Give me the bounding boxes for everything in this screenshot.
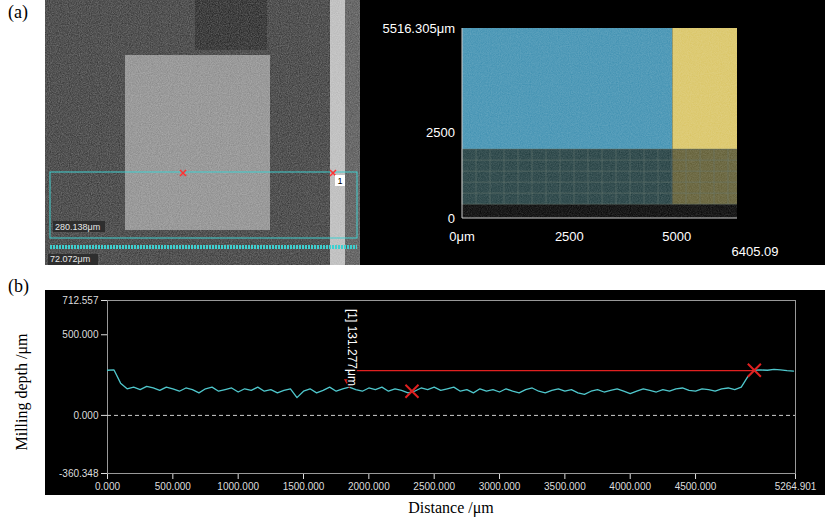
- svg-text:500.000: 500.000: [62, 329, 99, 340]
- html-text:(b): (b): [8, 276, 29, 296]
- svg-text:5516.305μm: 5516.305μm: [382, 21, 455, 36]
- svg-text:2500.000: 2500.000: [413, 481, 455, 492]
- svg-text:0.000: 0.000: [73, 410, 98, 421]
- svg-text:3500.000: 3500.000: [544, 481, 586, 492]
- html-text:(a): (a): [8, 2, 28, 22]
- svg-text:3000.000: 3000.000: [479, 481, 521, 492]
- svg-text:5264.901: 5264.901: [775, 481, 817, 492]
- html-text:Distance /μm: Distance /μm: [408, 499, 494, 516]
- svg-text:1500.000: 1500.000: [283, 481, 325, 492]
- svg-text:0μm: 0μm: [449, 229, 475, 244]
- svg-text:0.000: 0.000: [95, 481, 120, 492]
- svg-text:280.138μm: 280.138μm: [55, 222, 100, 232]
- svg-text:-360.348: -360.348: [59, 468, 99, 479]
- svg-text:2000.000: 2000.000: [348, 481, 390, 492]
- svg-text:72.072μm: 72.072μm: [50, 254, 90, 264]
- svg-text:0: 0: [448, 211, 455, 226]
- svg-text:6405.09: 6405.09: [732, 244, 779, 259]
- svg-text:1000.000: 1000.000: [217, 481, 259, 492]
- svg-text:712.557: 712.557: [62, 295, 99, 306]
- svg-text:[1] 131.277μm: [1] 131.277μm: [345, 309, 359, 386]
- svg-text:1: 1: [337, 176, 342, 186]
- svg-text:2500: 2500: [555, 229, 584, 244]
- svg-text:4500.000: 4500.000: [675, 481, 717, 492]
- svg-text:4000.000: 4000.000: [609, 481, 651, 492]
- svg-text:5000: 5000: [662, 229, 691, 244]
- svg-text:500.000: 500.000: [155, 481, 192, 492]
- html-text:Milling depth /μm: Milling depth /μm: [13, 333, 30, 451]
- svg-text:2500: 2500: [426, 125, 455, 140]
